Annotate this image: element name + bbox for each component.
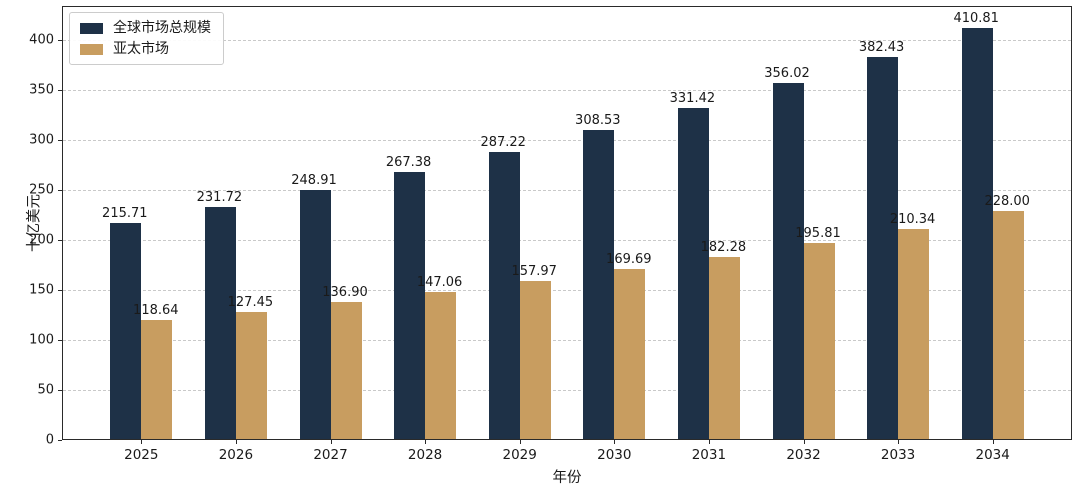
bar-apac-2032 [803,243,835,439]
bar-global-2025 [110,223,142,439]
bar-global-2031 [677,107,709,439]
value-label-apac-2032: 195.81 [795,226,841,242]
bar-apac-2029 [519,281,551,439]
value-label-apac-2028: 147.06 [416,274,463,290]
bar-apac-2025 [141,320,173,439]
y-tick-mark-250 [58,189,62,191]
x-tick-mark-2025 [141,440,143,444]
gridline-300 [63,140,1071,141]
value-label-global-2034: 410.81 [953,11,999,27]
y-tick-mark-350 [58,89,62,91]
y-tick-mark-150 [58,289,62,291]
x-tick-mark-2033 [898,440,900,444]
bar-global-2029 [488,151,520,439]
bar-apac-2030 [614,269,646,439]
y-tick-mark-300 [58,139,62,141]
x-tick-mark-2031 [708,440,710,444]
gridline-200 [63,240,1071,241]
x-tick-label-2027: 2027 [313,447,348,463]
legend-item-apac: 亚太市场 [80,42,211,56]
legend: 全球市场总规模 亚太市场 [69,12,224,65]
y-tick-mark-200 [58,239,62,241]
value-label-global-2032: 356.02 [764,65,810,81]
bar-global-2026 [204,207,236,439]
x-tick-label-2030: 2030 [597,447,632,463]
x-tick-mark-2030 [614,440,616,444]
y-tick-label-50: 50 [37,382,54,398]
bar-apac-2027 [330,302,362,439]
value-label-global-2033: 382.43 [858,39,905,55]
x-tick-label-2031: 2031 [691,447,727,463]
x-tick-label-2026: 2026 [218,447,254,463]
bar-apac-2026 [235,311,267,439]
value-label-apac-2029: 157.97 [511,264,557,280]
y-tick-mark-400 [58,39,62,41]
x-tick-mark-2028 [425,440,427,444]
x-tick-mark-2027 [330,440,332,444]
bar-global-2028 [394,171,426,439]
y-tick-mark-100 [58,339,62,341]
gridline-150 [63,290,1071,291]
gridline-350 [63,90,1071,91]
value-label-global-2031: 331.42 [669,90,716,106]
bar-apac-2034 [992,211,1024,439]
value-label-apac-2026: 127.45 [227,294,274,310]
x-tick-mark-2032 [803,440,805,444]
bar-global-2033 [867,56,899,439]
bar-apac-2031 [708,256,740,439]
y-tick-label-350: 350 [29,82,54,98]
y-tick-mark-0 [58,439,62,441]
value-label-apac-2025: 118.64 [133,303,179,319]
legend-swatch-global-icon [80,22,103,34]
value-label-apac-2031: 182.28 [700,239,747,255]
x-tick-label-2025: 2025 [124,447,159,463]
legend-swatch-apac-icon [80,43,103,55]
bar-apac-2028 [425,291,457,439]
legend-item-global: 全球市场总规模 [80,21,211,35]
x-tick-label-2029: 2029 [502,447,537,463]
y-tick-label-0: 0 [45,432,54,448]
y-tick-label-150: 150 [29,282,54,298]
gridline-50 [63,390,1071,391]
value-label-apac-2033: 210.34 [889,211,936,227]
value-label-global-2029: 287.22 [480,134,526,150]
x-tick-mark-2029 [519,440,521,444]
x-tick-label-2033: 2033 [880,447,916,463]
gridline-250 [63,190,1071,191]
x-tick-mark-2034 [992,440,994,444]
y-tick-label-100: 100 [29,332,54,348]
bar-apac-2033 [898,228,930,439]
x-tick-mark-2026 [235,440,237,444]
value-label-global-2030: 308.53 [575,113,621,129]
gridline-400 [63,40,1071,41]
y-tick-label-400: 400 [29,32,54,48]
legend-label-apac: 亚太市场 [113,41,169,57]
value-label-global-2025: 215.71 [102,206,148,222]
value-label-apac-2030: 169.69 [606,252,652,268]
y-tick-mark-50 [58,389,62,391]
value-label-apac-2034: 228.00 [984,194,1030,209]
value-label-global-2026: 231.72 [196,190,243,206]
bar-global-2027 [299,190,331,439]
x-tick-label-2032: 2032 [786,447,821,463]
value-label-apac-2027: 136.90 [322,285,368,301]
y-tick-label-300: 300 [29,132,54,148]
bar-global-2032 [772,82,804,439]
value-label-global-2027: 248.91 [291,173,337,189]
legend-label-global: 全球市场总规模 [113,20,211,36]
x-axis-title: 年份 [552,470,582,486]
x-tick-label-2028: 2028 [407,447,443,463]
y-tick-label-200: 200 [29,232,54,248]
gridline-100 [63,340,1071,341]
bar-global-2034 [961,28,993,439]
plot-area: 全球市场总规模 亚太市场 [62,6,1072,440]
y-tick-label-250: 250 [29,182,54,198]
x-tick-label-2034: 2034 [975,447,1010,463]
y-axis-title: 十亿美元 [26,194,43,252]
value-label-global-2028: 267.38 [385,154,432,170]
bar-global-2030 [583,130,615,439]
